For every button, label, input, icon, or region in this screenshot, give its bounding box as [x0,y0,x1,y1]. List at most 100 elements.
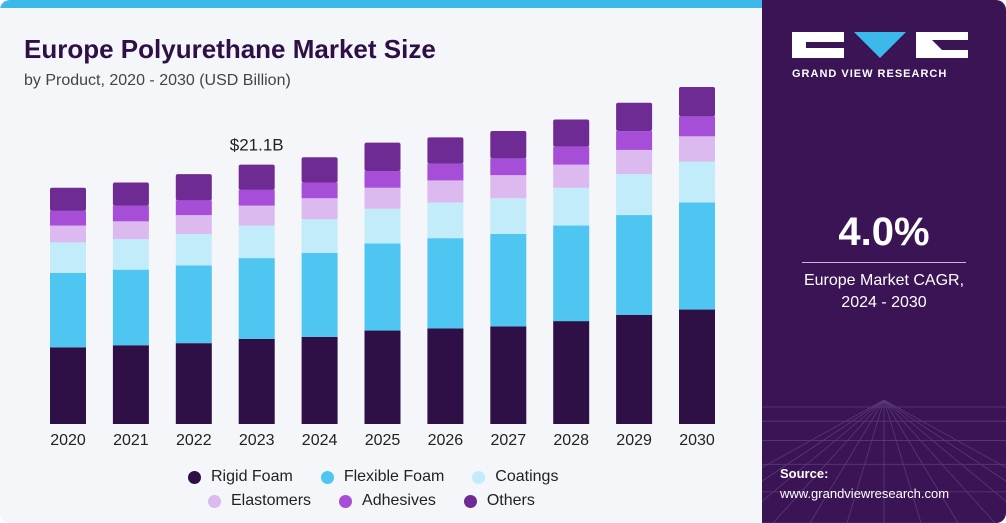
bar-segment-rigid-foam-2027 [490,326,527,424]
bar-segment-rigid-foam-2021 [112,345,149,424]
legend-swatch [463,494,477,508]
bar-segment-flexible-foam-2022 [175,265,212,344]
bar-segment-adhesives-2030 [679,116,715,137]
decorative-mesh [762,400,1006,523]
bar-segment-coatings-2025 [364,208,401,244]
legend-label: Rigid Foam [211,468,293,485]
bar-segment-others-2027 [490,131,527,159]
legend-label: Elastomers [231,492,312,509]
brand-name: GRAND VIEW RESEARCH [792,68,948,80]
bar-segment-coatings-2026 [427,202,464,239]
x-tick-label-2020: 2020 [50,432,86,449]
bar-segment-rigid-foam-2029 [616,314,653,424]
legend-label: Adhesives [362,492,436,509]
legend-label: Flexible Foam [343,468,445,485]
legend-swatch [339,494,353,508]
chart-title: Europe Polyurethane Market Size [24,34,436,64]
bar-segment-adhesives-2024 [301,182,338,199]
legend-label: Others [486,492,535,509]
x-tick-label-2026: 2026 [428,432,464,449]
bar-segment-coatings-2029 [616,174,653,216]
bar-segment-others-2020 [50,187,86,211]
chart-panel: Europe Polyurethane Market Size by Produ… [0,0,762,510]
bar-segment-others-2023 [238,164,275,190]
bar-segment-rigid-foam-2030 [679,309,715,424]
chart-subtitle: by Product, 2020 - 2030 (USD Billion) [24,72,291,89]
data-label-2023: $21.1B [230,136,284,155]
bar-segment-adhesives-2022 [175,200,212,216]
bar-segment-coatings-2023 [238,225,275,259]
bar-segment-flexible-foam-2028 [553,225,590,322]
bar-segment-rigid-foam-2024 [301,336,338,424]
cagr-value: 4.0% [838,210,930,254]
x-tick-label-2021: 2021 [113,432,149,449]
bar-segment-adhesives-2020 [50,210,86,226]
bar-segment-coatings-2022 [175,233,212,266]
legend-item-coatings: Coatings [472,468,558,486]
bar-segment-elastomers-2024 [301,198,338,220]
source-url[interactable]: www.grandviewresearch.com [780,486,950,501]
cagr-label: Europe Market CAGR, 2024 - 2030 [762,270,1006,314]
bar-segment-elastomers-2027 [490,175,527,199]
bar-segment-flexible-foam-2021 [112,269,149,346]
legend-item-adhesives: Adhesives [339,492,436,510]
bar-segment-rigid-foam-2028 [553,321,590,424]
bar-segment-adhesives-2025 [364,170,401,188]
x-tick-label-2024: 2024 [302,432,338,449]
bar-segment-elastomers-2022 [175,215,212,234]
bar-segment-flexible-foam-2023 [238,258,275,339]
cagr-label-line1: Europe Market CAGR, [803,272,965,289]
bar-segment-coatings-2030 [679,161,715,203]
bar-segment-coatings-2027 [490,198,527,234]
stacked-bar-chart: 2020 2021 2022 2023 $21.1B 2024 2025 2026 2027 20… [50,86,715,449]
bar-segment-others-2028 [553,119,590,147]
cagr-divider [802,262,966,263]
bar-segment-adhesives-2021 [112,205,149,222]
bar-segment-adhesives-2027 [490,158,527,176]
bar-segment-rigid-foam-2022 [175,343,212,424]
bar-segment-others-2026 [427,137,464,164]
legend-swatch [472,470,486,484]
legend-item-rigid-foam: Rigid Foam [188,468,293,486]
bar-segment-rigid-foam-2026 [427,328,464,424]
legend-item-others: Others [463,492,535,510]
bar-segment-adhesives-2028 [553,146,590,165]
bar-segment-flexible-foam-2029 [616,215,653,315]
bar-segment-coatings-2021 [112,239,149,270]
bar-segment-others-2021 [112,182,149,206]
bar-segment-flexible-foam-2030 [679,202,715,310]
cagr-label-line2: 2024 - 2030 [841,294,927,311]
legend-label: Coatings [495,468,559,485]
x-tick-label-2028: 2028 [553,432,589,449]
x-tick-label-2023: 2023 [239,432,275,449]
bar-segment-others-2024 [301,157,338,183]
source-label: Source: [780,466,829,481]
bar-segment-adhesives-2029 [616,131,653,150]
legend-swatch [188,470,201,484]
bar-segment-coatings-2028 [553,187,590,226]
bar-segment-elastomers-2026 [427,180,464,203]
grand-view-research-logo [792,30,972,62]
bar-segment-others-2022 [175,174,212,201]
legend-item-flexible-foam: Flexible Foam [320,468,445,486]
bar-segment-elastomers-2021 [112,221,149,240]
bar-segment-elastomers-2029 [616,149,653,175]
bar-segment-flexible-foam-2024 [301,252,338,337]
bar-segment-elastomers-2025 [364,187,401,209]
bar-segment-rigid-foam-2020 [50,347,86,424]
bar-segment-others-2030 [679,86,715,117]
x-tick-label-2027: 2027 [491,432,527,449]
x-tick-label-2022: 2022 [176,432,212,449]
legend-swatch [208,494,221,508]
bar-segment-elastomers-2030 [679,136,715,162]
bar-segment-flexible-foam-2026 [427,238,464,329]
bar-segment-others-2025 [364,142,401,171]
bar-segment-adhesives-2023 [238,189,275,206]
bar-segment-flexible-foam-2020 [50,272,86,348]
bar-segment-others-2029 [616,102,653,132]
x-tick-label-2030: 2030 [679,432,715,449]
sidebar-panel: GRAND VIEW RESEARCH 4.0% Europe Market C… [762,0,1006,523]
x-tick-label-2025: 2025 [365,432,401,449]
bar-segment-rigid-foam-2025 [364,330,401,424]
